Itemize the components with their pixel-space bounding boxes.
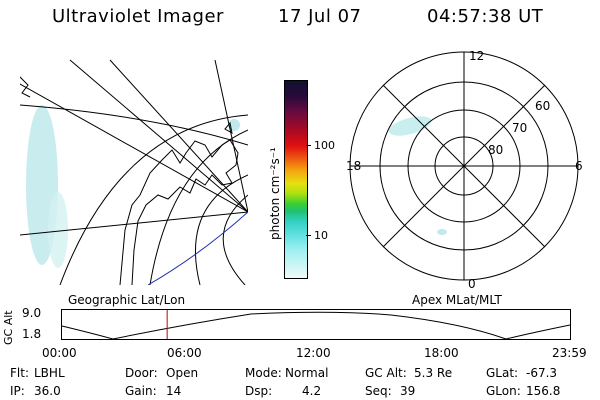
instrument-title: Ultraviolet Imager xyxy=(52,6,224,27)
info-glat-value: -67.3 xyxy=(526,366,558,380)
strip-left-title: Geographic Lat/Lon xyxy=(68,293,186,307)
info-dsp-key: Dsp: xyxy=(245,384,273,398)
info-seq-key: Seq: xyxy=(365,384,392,398)
colorbar-label: photon cm⁻²s⁻¹ xyxy=(268,147,282,240)
mlt-label-0: 0 xyxy=(468,277,476,291)
info-gain-value: 14 xyxy=(166,384,182,398)
lat-label-80: 80 xyxy=(488,143,503,157)
info-gcalt-value: 5.3 Re xyxy=(414,366,453,380)
info-seq-value: 39 xyxy=(400,384,416,398)
date-label: 17 Jul 07 xyxy=(278,6,362,27)
colorbar-tick-10: 10 xyxy=(314,229,328,242)
coastline xyxy=(119,139,239,285)
strip-xtick-0600: 06:00 xyxy=(167,346,202,360)
geographic-map xyxy=(20,59,248,285)
aurora-emission-geo xyxy=(26,105,240,268)
strip-xtick-2359: 23:59 xyxy=(552,346,587,360)
strip-xtick-1800: 18:00 xyxy=(424,346,459,360)
info-door-value: Open xyxy=(166,366,199,380)
info-flt-key: Flt: xyxy=(10,366,29,380)
info-ip-key: IP: xyxy=(10,384,25,398)
strip-ylabel: GC Alt xyxy=(2,310,15,345)
info-gain-key: Gain: xyxy=(125,384,157,398)
strip-ytick-1: 1.8 xyxy=(22,327,42,341)
mlt-label-18: 18 xyxy=(346,159,361,173)
info-dsp-value: 4.2 xyxy=(302,384,322,398)
info-glon-value: 156.8 xyxy=(526,384,561,398)
info-mode-value: Normal xyxy=(285,366,329,380)
aurora-emission-polar xyxy=(388,116,432,136)
colorbar-tick-100: 100 xyxy=(314,139,335,152)
strip-right-title: Apex MLat/MLT xyxy=(412,293,502,307)
lat-label-70: 70 xyxy=(512,121,527,135)
colorbar xyxy=(284,80,308,279)
info-gcalt-key: GC Alt: xyxy=(365,366,407,380)
info-glon-key: GLon: xyxy=(486,384,521,398)
info-flt-value: LBHL xyxy=(34,366,65,380)
mlt-label-6: 6 xyxy=(575,159,583,173)
mlt-label-12: 12 xyxy=(469,49,484,63)
polar-plot: 12 18 6 0 60 70 80 xyxy=(346,49,583,291)
altitude-strip-chart xyxy=(61,309,571,340)
info-mode-key: Mode: xyxy=(245,366,282,380)
altitude-curve xyxy=(61,311,571,340)
lat-label-60: 60 xyxy=(535,99,550,113)
strip-ytick-9: 9.0 xyxy=(22,306,42,320)
time-label: 04:57:38 UT xyxy=(427,6,544,27)
info-ip-value: 36.0 xyxy=(34,384,61,398)
info-door-key: Door: xyxy=(125,366,158,380)
strip-xtick-1200: 12:00 xyxy=(296,346,331,360)
strip-xtick-0000: 00:00 xyxy=(42,346,77,360)
info-glat-key: GLat: xyxy=(486,366,519,380)
